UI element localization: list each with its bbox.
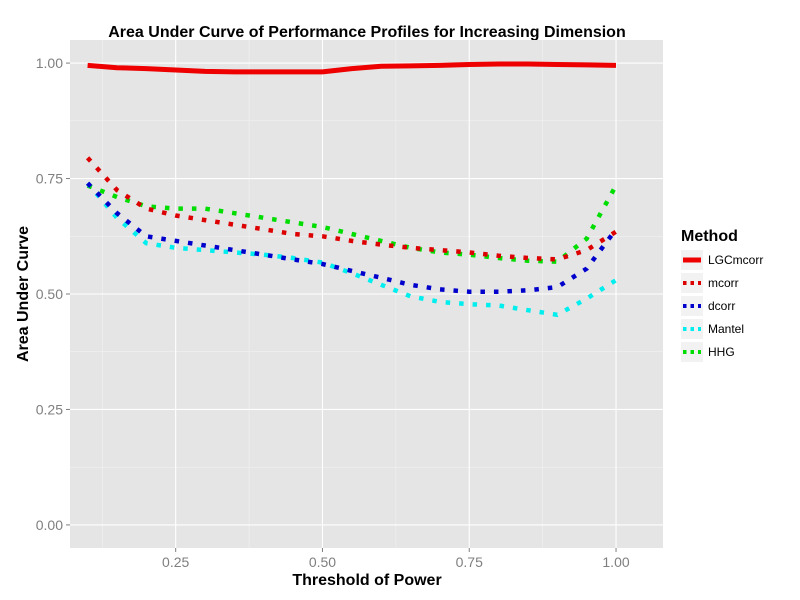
x-axis-tick-labels: 0.25 0.50 0.75 1.00	[162, 554, 630, 570]
series-layer	[85, 61, 618, 318]
legend-label-mantel: Mantel	[708, 322, 744, 336]
legend-label-dcorr: dcorr	[708, 299, 735, 313]
y-tick-label: 0.75	[36, 171, 63, 187]
series-line-hhg	[86, 183, 618, 264]
legend-label-lgcmcorr: LGCmcorr	[708, 253, 763, 267]
major-grid	[70, 40, 663, 548]
x-axis-title: Threshold of Power	[292, 572, 441, 589]
series-line-mcorr	[85, 156, 618, 262]
x-tick-label: 0.75	[456, 554, 483, 570]
y-tick-label: 0.50	[36, 286, 63, 302]
legend: Method LGCmcorr mcorr dcorr Mantel HHG	[681, 228, 763, 362]
chart-title: Area Under Curve of Performance Profiles…	[108, 24, 625, 41]
y-tick-label: 1.00	[36, 55, 63, 71]
legend-title: Method	[681, 228, 738, 245]
series-line-dcorr	[85, 181, 618, 294]
x-tick-label: 0.50	[309, 554, 336, 570]
x-tick-label: 1.00	[602, 554, 629, 570]
y-tick-label: 0.25	[36, 401, 63, 417]
series-line-lgcmcorr	[87, 61, 617, 75]
y-axis-tick-labels: 0.00 0.25 0.50 0.75 1.00	[36, 55, 63, 533]
x-tick-label: 0.25	[162, 554, 189, 570]
legend-label-hhg: HHG	[708, 345, 735, 359]
y-axis-title: Area Under Curve	[15, 226, 32, 362]
axis-ticks	[66, 62, 617, 552]
series-line-mantel	[85, 181, 618, 318]
legend-label-mcorr: mcorr	[708, 276, 739, 290]
y-tick-label: 0.00	[36, 517, 63, 533]
